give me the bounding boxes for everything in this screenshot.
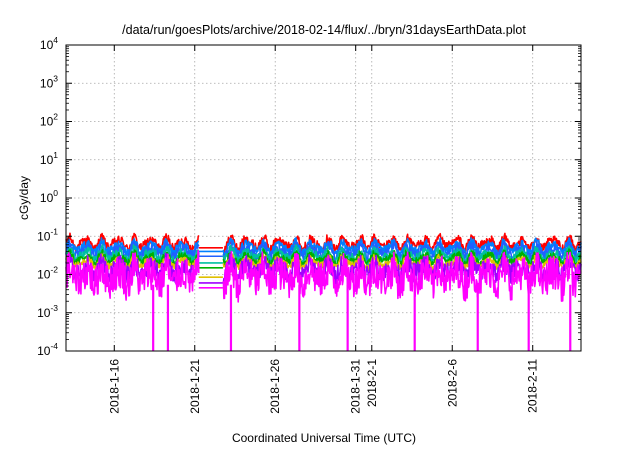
x-tick-label: 2018-1-31 xyxy=(349,359,363,414)
series-line xyxy=(222,248,582,269)
grid-layer xyxy=(66,45,581,351)
chart-title: /data/run/goesPlots/archive/2018-02-14/f… xyxy=(122,23,526,37)
series-line xyxy=(222,250,582,303)
x-tick-label: 2018-2-11 xyxy=(526,359,540,413)
x-tick-label: 2018-1-26 xyxy=(268,359,282,414)
y-tick-label: 100 xyxy=(40,188,58,205)
axis-layer: 10-4 10-3 10-2 10-1 100 101 102 103 104 2018-1-16… xyxy=(37,35,581,414)
series-layer xyxy=(65,232,582,351)
y-tick-label: 103 xyxy=(40,73,58,90)
y-axis-label: cGy/day xyxy=(17,176,31,220)
y-tick-label: 102 xyxy=(40,112,58,129)
series-line xyxy=(223,232,582,255)
x-tick-label: 2018-1-16 xyxy=(107,359,121,414)
x-tick-label: 2018-1-21 xyxy=(188,359,202,414)
y-tick-label: 10-2 xyxy=(37,265,58,282)
y-tick-label: 101 xyxy=(40,150,58,167)
y-tick-label: 104 xyxy=(40,35,58,52)
x-tick-label: 2018-2-1 xyxy=(365,359,379,407)
series-line xyxy=(65,249,200,301)
x-tick-label: 2018-2-6 xyxy=(445,359,459,407)
y-tick-label: 10-3 xyxy=(37,303,58,320)
y-tick-label: 10-4 xyxy=(37,341,58,358)
y-tick-label: 10-1 xyxy=(37,226,58,243)
x-axis-label: Coordinated Universal Time (UTC) xyxy=(232,431,416,445)
